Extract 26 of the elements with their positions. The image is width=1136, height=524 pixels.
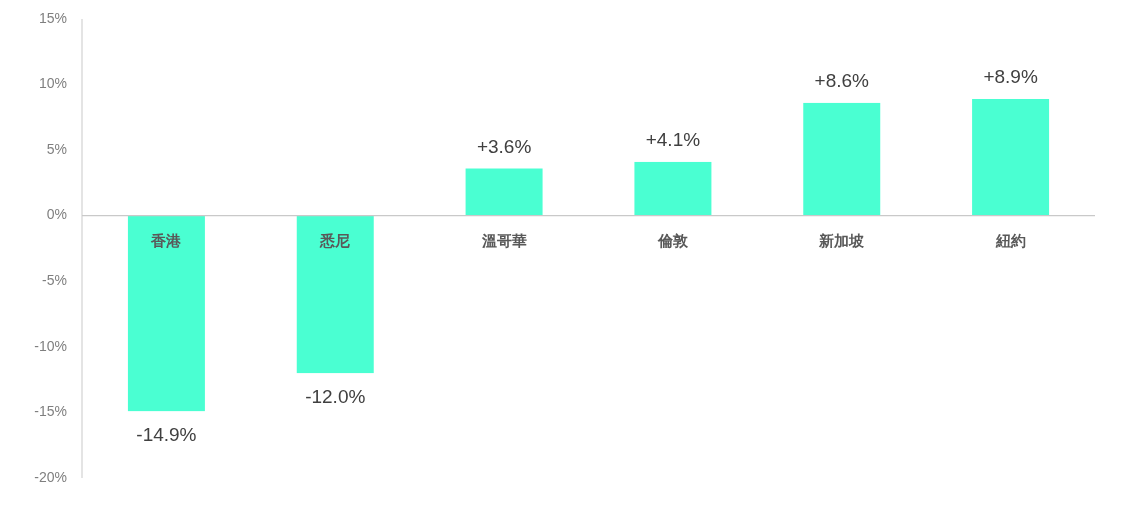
- bar: [634, 161, 712, 216]
- bar: [465, 168, 543, 216]
- y-tick-label: -10%: [34, 337, 67, 354]
- data-label: +4.1%: [645, 128, 701, 150]
- x-tick-label: 溫哥華: [480, 231, 527, 249]
- x-tick-label: 倫敦: [656, 231, 689, 249]
- y-tick-label: 15%: [38, 9, 67, 26]
- data-label: -12.0%: [305, 386, 366, 408]
- y-tick-label: -20%: [34, 468, 67, 485]
- bar: [296, 215, 374, 374]
- y-tick-label: 5%: [46, 140, 67, 157]
- data-label: +8.9%: [983, 66, 1038, 88]
- x-tick-label: 悉尼: [319, 231, 351, 249]
- data-label: -14.9%: [136, 424, 197, 446]
- y-tick-label: 10%: [38, 75, 67, 92]
- bar: [127, 215, 205, 412]
- bar: [972, 99, 1050, 216]
- data-label: +8.6%: [814, 69, 870, 91]
- y-tick-label: 0%: [46, 206, 67, 223]
- y-tick-label: -15%: [34, 403, 67, 420]
- x-tick-label: 紐約: [994, 231, 1026, 249]
- x-tick-label: 香港: [150, 231, 183, 249]
- y-tick-label: -5%: [42, 271, 67, 288]
- data-label: +3.6%: [476, 135, 532, 157]
- x-tick-label: 新加坡: [818, 231, 866, 249]
- bar: [803, 102, 881, 216]
